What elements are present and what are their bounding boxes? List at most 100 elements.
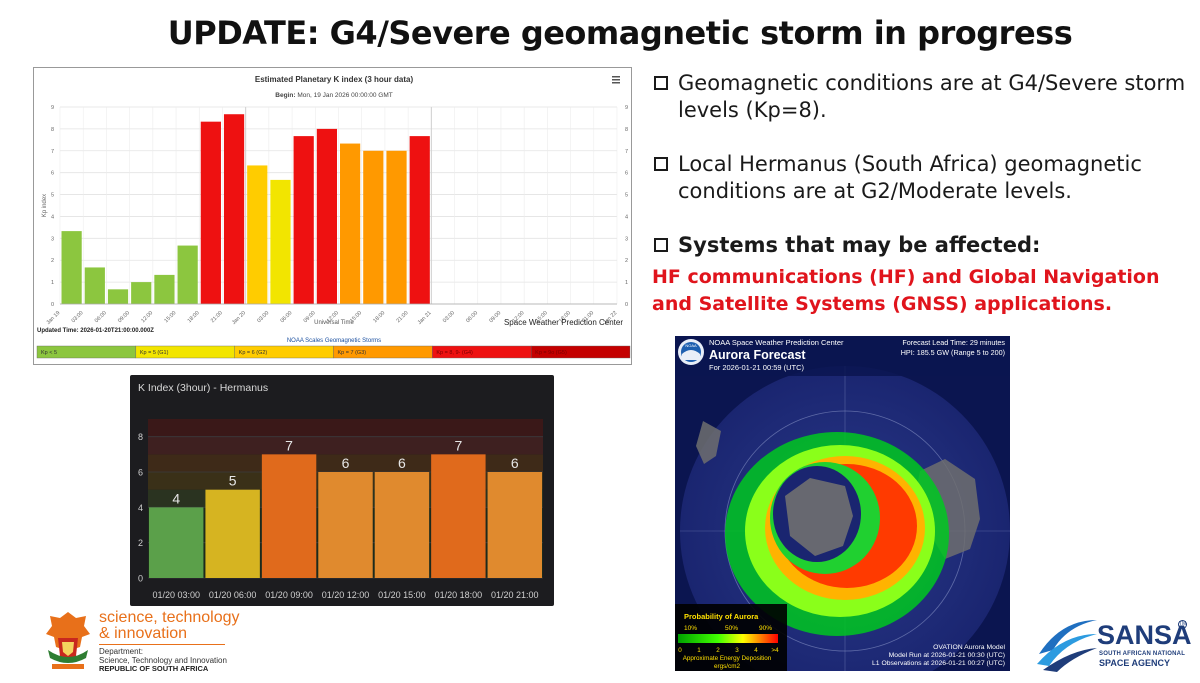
aurora-lead-time: Forecast Lead Time: 29 minutes — [902, 338, 1005, 347]
x-tick-label: 01/20 09:00 — [265, 590, 313, 600]
x-tick-label: 21:00 — [210, 310, 224, 324]
x-tick-label: 03:00 — [71, 310, 85, 324]
x-tick-label: 15:00 — [163, 310, 177, 324]
x-tick-label: 01/20 15:00 — [378, 590, 426, 600]
y-tick-label-right: 9 — [625, 105, 628, 111]
x-tick-label: Jan 19 — [45, 310, 61, 326]
scale-label: Kp < 5 — [41, 350, 57, 356]
dsti-country: REPUBLIC OF SOUTH AFRICA — [99, 664, 209, 673]
bullet-geomagnetic-conditions: Geomagnetic conditions are at G4/Severe … — [652, 70, 1192, 124]
k-index-bar — [261, 454, 317, 578]
energy-tick: 0 — [678, 647, 682, 654]
dsti-department: Department: Science, Technology and Inno… — [99, 647, 249, 665]
x-axis-label: Universal Time — [314, 320, 354, 326]
x-tick-label: 09:00 — [117, 310, 131, 324]
dsti-logo: science, technology & innovation Departm… — [42, 610, 242, 676]
aurora-for-time: For 2026-01-21 00:59 (UTC) — [709, 363, 805, 372]
scale-label: Kp = 5 (G1) — [140, 350, 169, 356]
kp-bar — [107, 289, 129, 304]
dsti-dept-label: Department: — [99, 647, 144, 656]
dsti-name-line2: & innovation — [99, 625, 188, 642]
k-index-bar — [374, 472, 430, 578]
checkbox-bullet-icon — [654, 238, 668, 252]
threshold-band — [148, 419, 543, 437]
kp-bar — [270, 179, 291, 304]
y-tick-label: 2 — [138, 538, 143, 548]
kp-bar — [363, 150, 384, 304]
energy-tick: >4 — [771, 647, 779, 654]
energy-tick: 4 — [754, 647, 758, 654]
scale-label: Kp = 8, 9- (G4) — [436, 350, 473, 356]
chart-subtitle-value: Mon, 19 Jan 2026 00:00:00 GMT — [296, 92, 393, 99]
y-tick-label: 2 — [51, 258, 54, 264]
sansa-subtitle-2: SPACE AGENCY — [1099, 658, 1171, 668]
k-index-bar — [149, 507, 204, 578]
sansa-name: SANSA — [1097, 620, 1192, 650]
scale-label: Kp = 9o (G5) — [535, 350, 567, 356]
kp-bar — [409, 136, 430, 304]
kp-bar — [247, 165, 268, 304]
kp-bar — [293, 136, 314, 304]
y-tick-label-right: 5 — [625, 193, 628, 199]
x-tick-label: 01/20 18:00 — [435, 590, 483, 600]
checkbox-bullet-icon — [654, 157, 668, 171]
kp-bar — [61, 231, 82, 304]
k-index-bar — [205, 489, 260, 578]
bar-value-label: 6 — [511, 455, 519, 471]
l1-observations: L1 Observations at 2026-01-21 00:27 (UTC… — [872, 660, 1005, 667]
bar-value-label: 7 — [454, 437, 462, 453]
planetary-k-index-chart: Estimated Planetary K index (3 hour data… — [33, 67, 632, 365]
trademark-icon: TM — [1178, 620, 1187, 629]
x-tick-label: 01/20 03:00 — [152, 590, 200, 600]
dsti-dept-name: Science, Technology and Innovation — [99, 656, 227, 665]
sansa-subtitle-1: SOUTH AFRICAN NATIONAL — [1099, 651, 1186, 657]
coat-of-arms-icon — [46, 612, 90, 669]
page-title: UPDATE: G4/Severe geomagnetic storm in p… — [167, 14, 1073, 52]
legend-energy-unit: ergs/cm2 — [714, 663, 740, 670]
y-tick-label: 5 — [51, 193, 54, 199]
y-tick-label: 6 — [51, 171, 54, 177]
menu-line — [612, 79, 620, 81]
y-tick-label: 9 — [51, 105, 54, 111]
y-tick-label: 7 — [51, 149, 54, 155]
y-tick-label-right: 0 — [625, 302, 628, 308]
x-tick-label: 01/20 06:00 — [209, 590, 257, 600]
aurora-forecast-map: NOAA NOAA Space Weather Prediction Cente… — [675, 336, 1010, 671]
y-tick-label-right: 6 — [625, 171, 628, 177]
energy-tick: 1 — [697, 647, 701, 654]
hermanus-chart-title: K Index (3hour) - Hermanus — [138, 382, 268, 394]
energy-tick: 3 — [735, 647, 739, 654]
y-tick-label: 4 — [51, 214, 54, 220]
noaa-scales-title: NOAA Scales Geomagnetic Storms — [287, 338, 381, 344]
y-tick-label: 4 — [138, 503, 143, 513]
scale-swatch — [530, 345, 631, 359]
y-tick-label-right: 2 — [625, 258, 628, 264]
x-tick-label: 01/20 12:00 — [322, 590, 370, 600]
x-tick-label: 06:00 — [94, 310, 108, 324]
y-tick-label: 6 — [138, 468, 143, 478]
y-tick-label: 1 — [51, 280, 54, 286]
y-tick-label: 0 — [138, 574, 143, 584]
kp-bar — [177, 245, 198, 304]
noaa-badge-text: NOAA — [685, 343, 697, 348]
scale-label: Kp = 6 (G2) — [239, 350, 268, 356]
planetary-k-index-svg: Estimated Planetary K index (3 hour data… — [36, 75, 631, 359]
x-tick-label: 03:00 — [256, 310, 270, 324]
x-tick-label: 06:00 — [465, 310, 479, 324]
bullet-list: Geomagnetic conditions are at G4/Severe … — [652, 70, 1192, 259]
model-name: OVATION Aurora Model — [933, 644, 1005, 651]
chart-credit: Space Weather Prediction Center — [504, 318, 623, 327]
aurora-header: NOAA Space Weather Prediction Center — [709, 338, 844, 347]
kp-bar — [131, 282, 152, 304]
bar-value-label: 6 — [398, 455, 406, 471]
menu-line — [612, 76, 620, 78]
y-tick-label-right: 3 — [625, 236, 628, 242]
sansa-swoosh-icon — [1037, 620, 1097, 672]
kp-bar — [223, 114, 245, 304]
bullet-text: Local Hermanus (South Africa) geomagneti… — [678, 152, 1142, 203]
kp-bar — [84, 267, 105, 304]
aurora-map-svg: NOAA NOAA Space Weather Prediction Cente… — [675, 336, 1010, 671]
menu-line — [612, 82, 620, 84]
kp-bar — [340, 143, 361, 304]
x-tick-label: 18:00 — [372, 310, 386, 324]
